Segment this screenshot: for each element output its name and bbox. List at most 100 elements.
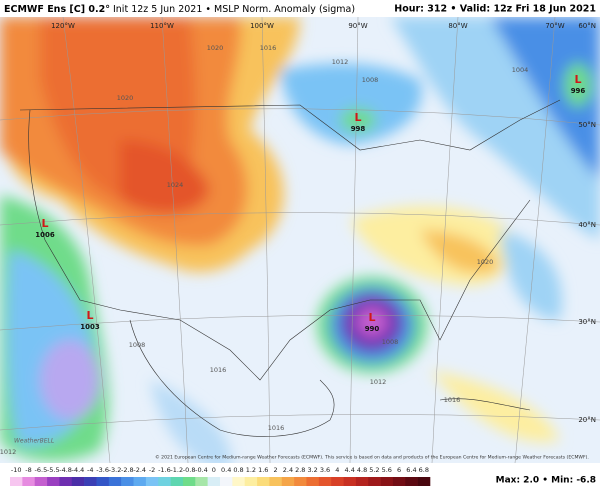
isobar-label: 1020 [207,44,224,52]
colorbar-swatch [355,477,369,486]
colorbar-label: 4.4 [345,466,355,474]
colorbar-label: -3.6 [96,466,109,474]
colorbar-swatch [331,477,344,486]
isobar-label: 1024 [167,181,184,189]
colorbar-label: 5.6 [382,466,392,474]
colorbar-swatch [269,477,283,486]
colorbar-swatch [121,477,134,486]
logo: WeatherBELL [14,438,54,445]
header-title: ECMWF Ens [C] 0.2° Init 12z 5 Jun 2021 •… [4,4,355,15]
model-name: ECMWF Ens [C] 0.2° [4,4,110,15]
colorbar-label: 3.6 [320,466,330,474]
colorbar-label: -4 [87,466,93,474]
colorbar-label: -2 [149,466,155,474]
colorbar-label: 6.8 [419,466,429,474]
map-labels: 120°W 110°W 100°W 90°W 80°W 70°W 60°N 50°N 40°N 3… [0,22,596,456]
low-pressure-value: 990 [365,325,380,333]
low-pressure-value: 1006 [35,231,55,239]
colorbar-swatch [10,477,23,486]
colorbar-label: -1.6 [158,466,171,474]
longitude-label: 110°W [150,22,174,30]
longitude-label: 90°W [348,22,367,30]
isobar-label: 1020 [117,94,134,102]
colorbar-swatch [343,477,357,486]
colorbar-label: 4.8 [357,466,367,474]
colorbar-label: -4.8 [59,466,72,474]
latitude-label: 20°N [578,416,596,424]
latitude-label: 60°N [578,22,596,30]
colorbar-swatch [207,477,221,486]
colorbar-swatch [22,477,36,486]
valid-time: Hour: 312 • Valid: 12z Fri 18 Jun 2021 [394,4,596,15]
colorbar-label: 0.4 [221,466,231,474]
colorbar-swatch [182,477,196,486]
isobar-label: 1012 [370,378,387,386]
colorbar-label: -4.4 [72,466,85,474]
longitude-label: 70°W [545,22,564,30]
isobar-label: 1016 [268,424,285,432]
colorbar-label: -3.2 [109,466,122,474]
isobar-label: 1012 [332,58,349,66]
latitude-label: 30°N [578,318,596,326]
colorbar-swatch [195,477,208,486]
colorbar-swatch [232,477,246,486]
map [0,17,600,463]
colorbar-swatch [133,477,147,486]
colorbar-label: -8 [25,466,31,474]
isobar-label: 1004 [512,66,529,74]
colorbar-swatch [294,477,307,486]
isobar-label: 1012 [0,448,16,456]
colorbar-label: 0.8 [233,466,243,474]
isobar-label: 1008 [382,338,399,346]
colorbar-label: 2 [274,466,278,474]
colorbar-swatch [96,477,110,486]
borders [19,99,561,437]
colorbar-label: -2.4 [133,466,146,474]
longitude-label: 100°W [250,22,274,30]
copyright: © 2021 European Centre for Medium-range … [155,454,589,461]
low-symbol: L [86,309,93,322]
colorbar-swatch [145,477,159,486]
colorbar-label: 0 [212,466,216,474]
max-min: Max: 2.0 • Min: -6.8 [496,476,596,486]
low-symbol: L [368,311,375,324]
colorbar-label: -2.8 [121,466,134,474]
latitude-label: 40°N [578,221,596,229]
low-symbol: L [574,73,581,86]
colorbar-label: -5.5 [47,466,60,474]
isobar-label: 1008 [129,341,146,349]
isobar-label: 1016 [260,44,277,52]
colorbar-label: 2.8 [295,466,305,474]
colorbar-label: -0.4 [195,466,208,474]
isobar-label: 1016 [210,366,227,374]
colorbar-label: 4 [335,466,339,474]
colorbar-swatch [220,477,233,486]
latitude-label: 50°N [578,121,596,129]
colorbar-swatch [417,477,431,486]
longitude-label: 120°W [51,22,75,30]
colorbar-swatch [47,477,60,486]
colorbar-swatch [257,477,270,486]
colorbar-swatch [368,477,381,486]
colorbar-swatch [170,477,184,486]
colorbar-swatch [318,477,332,486]
colorbar-label: -10 [11,466,22,474]
colorbar-swatch [405,477,418,486]
colorbar: -10 -8 -6.5 -5.5 -4.8 -4.4 -4 -3.6 -3.2 -2.8 -2.4-… [10,466,431,486]
colorbar-swatch [108,477,122,486]
colorbar-swatch [392,477,406,486]
colorbar-label: -1.2 [170,466,183,474]
isobar-label: 1020 [477,258,494,266]
colorbar-label: 6 [397,466,401,474]
anomaly-field [0,17,600,463]
low-pressure-value: 1003 [80,323,100,331]
colorbar-swatch [158,477,171,486]
colorbar-swatch [59,477,73,486]
isobar-label: 1016 [444,396,461,404]
low-symbol: L [354,111,361,124]
low-pressure-value: 996 [571,87,586,95]
colorbar-swatch [84,477,97,486]
colorbar-swatch [71,477,85,486]
colorbar-label: 1.2 [246,466,256,474]
isobar-label: 1008 [362,76,379,84]
